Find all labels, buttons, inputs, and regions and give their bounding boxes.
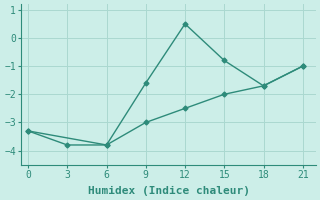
X-axis label: Humidex (Indice chaleur): Humidex (Indice chaleur)	[88, 186, 250, 196]
